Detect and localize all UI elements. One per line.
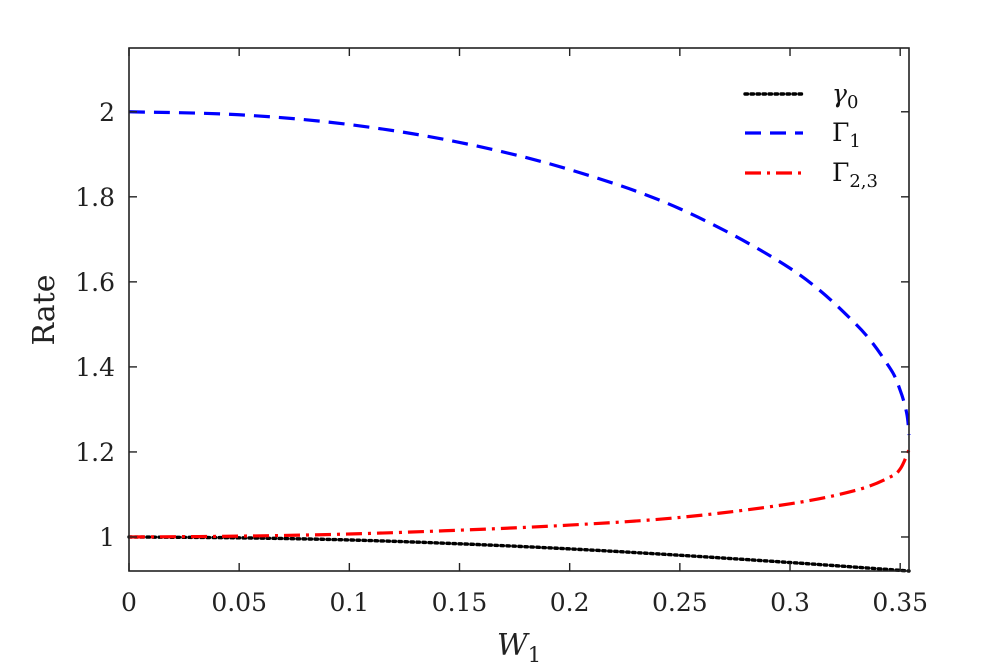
- legend-label-3: Γ2,3: [832, 158, 878, 192]
- y-tick-label-1: 1.2: [75, 438, 115, 467]
- series-line-1: [127, 535, 911, 573]
- series-line-3: [128, 449, 911, 539]
- legend-label-2: Γ1: [832, 118, 861, 152]
- y-tick-label-4: 1.8: [75, 183, 115, 212]
- x-tick-label-5: 0.25: [652, 588, 708, 617]
- x-axis-label: W1: [497, 628, 541, 667]
- y-tick-label-2: 1.4: [75, 353, 115, 382]
- x-tick-label-6: 0.3: [770, 588, 810, 617]
- x-tick-label-0: 0: [121, 588, 137, 617]
- y-axis-ticks: 1 1.2 1.4 1.6 1.8 2: [75, 98, 909, 552]
- plot-series: [127, 110, 911, 573]
- series-line-2: [128, 110, 911, 436]
- x-tick-label-7: 0.35: [872, 588, 928, 617]
- legend-label-main-2: Γ: [832, 118, 849, 147]
- x-axis-label-main: W: [497, 628, 530, 663]
- x-tick-label-3: 0.15: [432, 588, 488, 617]
- x-tick-label-1: 0.05: [211, 588, 267, 617]
- y-tick-label-0: 1: [99, 523, 115, 552]
- legend-label-subscript-2: 1: [849, 131, 860, 152]
- x-tick-label-4: 0.2: [550, 588, 590, 617]
- y-axis-label: Rate: [27, 275, 62, 346]
- legend-label-subscript-3: 2,3: [849, 171, 878, 192]
- y-tick-label-3: 1.6: [75, 268, 115, 297]
- x-axis-label-subscript: 1: [528, 643, 541, 667]
- x-tick-label-2: 0.1: [329, 588, 369, 617]
- legend-label-subscript-1: 0: [847, 92, 858, 113]
- legend-label-main-1: γ: [832, 79, 847, 108]
- legend-label-1: γ0: [832, 79, 858, 113]
- y-tick-label-5: 2: [99, 98, 115, 127]
- axes-box: [128, 47, 910, 572]
- legend-label-main-3: Γ: [832, 158, 849, 187]
- x-axis-ticks: 0 0.05 0.1 0.15 0.2 0.25 0.3 0.35: [121, 48, 928, 617]
